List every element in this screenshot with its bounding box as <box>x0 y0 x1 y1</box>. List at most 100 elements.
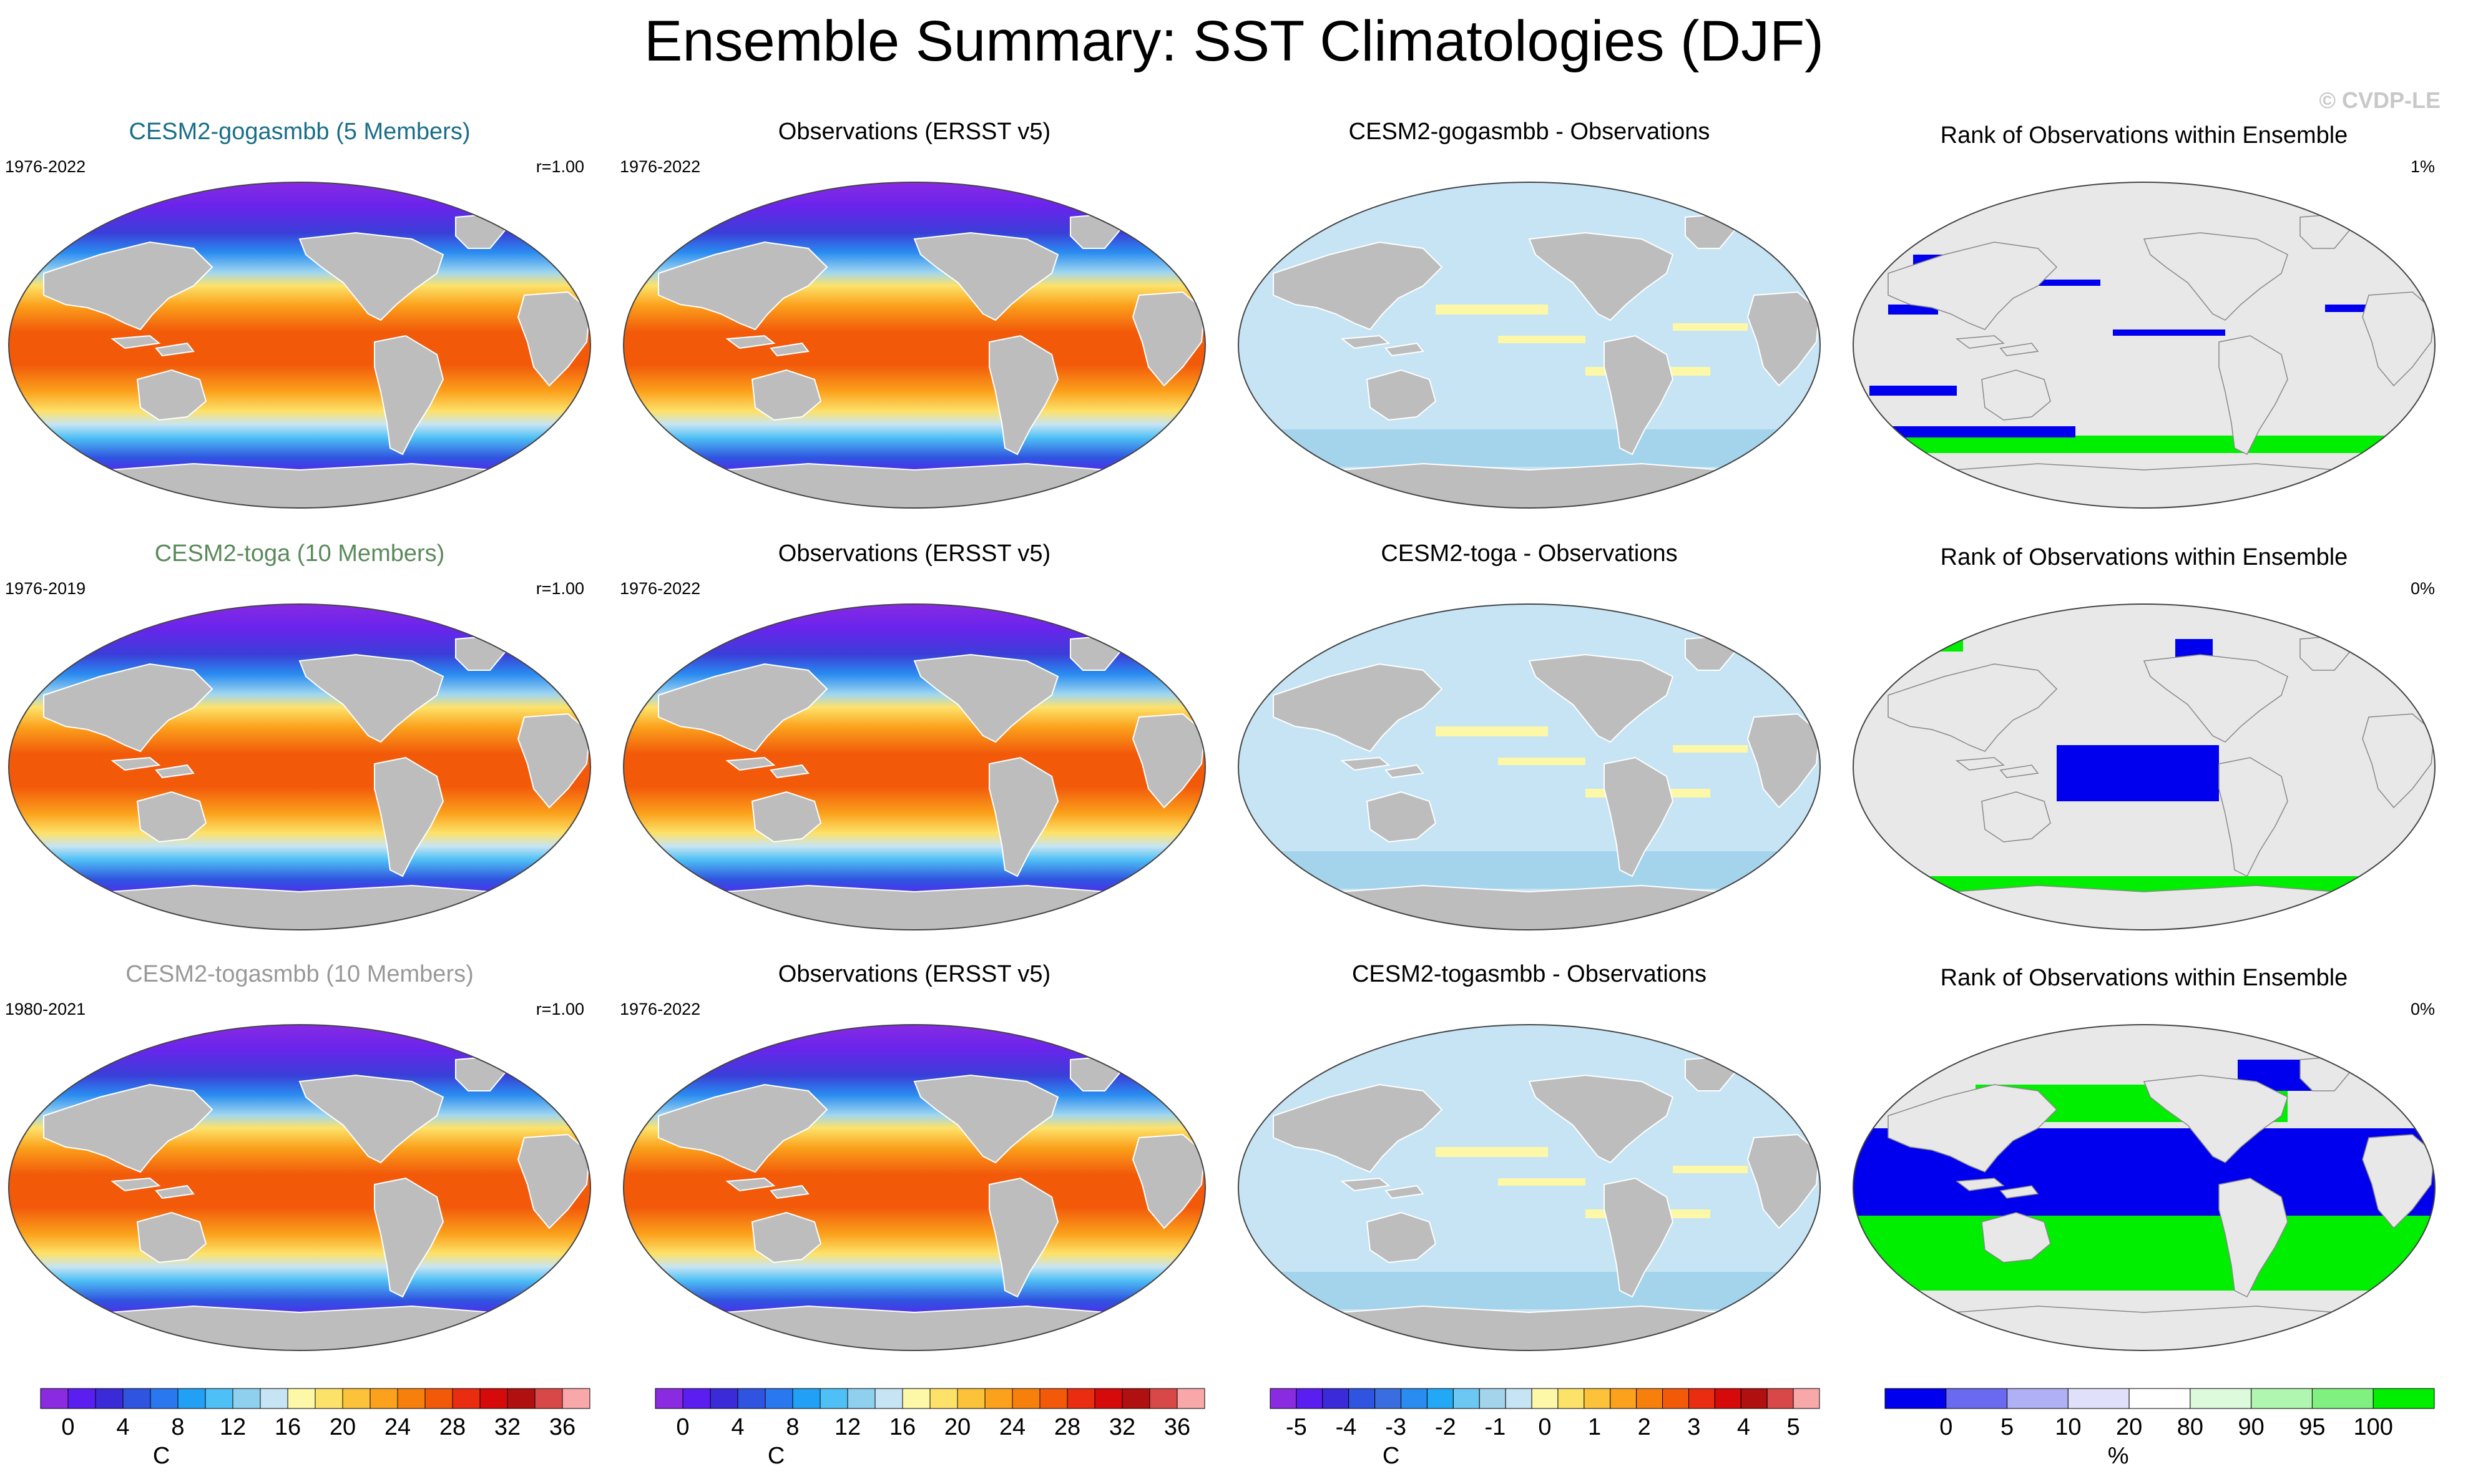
colorbar-swatch <box>1452 1388 1480 1409</box>
panel-rank-row2: Rank of Observations within Ensemble 0% <box>1844 515 2444 930</box>
sst-map <box>8 603 591 930</box>
colorbar-swatch <box>1122 1388 1150 1409</box>
colorbar-swatch <box>562 1388 590 1409</box>
panel-model-row3: CESM2-togasmbb (10 Members) 1980-2021 r=… <box>0 936 599 1351</box>
colorbar-swatch <box>260 1388 288 1409</box>
colorbar-swatch <box>2190 1388 2252 1409</box>
colorbar-tick-label: 36 <box>549 1414 575 1440</box>
panel-rank-row3: Rank of Observations within Ensemble 0% <box>1844 936 2444 1351</box>
panel-years: 1976-2022 <box>620 1000 701 1018</box>
colorbar-unit-label: % <box>2108 1443 2129 1469</box>
colorbar-tick-label: 28 <box>439 1414 466 1440</box>
colorbar-tick-label: 8 <box>171 1414 184 1440</box>
colorbar-tick-label: 16 <box>889 1414 916 1440</box>
colorbar-swatch <box>1610 1388 1637 1409</box>
colorbar-tick-label: 4 <box>731 1414 744 1440</box>
colorbar-swatch <box>452 1388 481 1409</box>
diff-map <box>1238 1024 1821 1351</box>
panel-pct: 0% <box>2410 579 2435 598</box>
colorbar-swatch <box>1401 1388 1427 1409</box>
colorbar-swatch <box>2311 1388 2374 1409</box>
colorbar-swatch <box>397 1388 426 1409</box>
colorbar-swatch <box>122 1388 151 1409</box>
colorbar-swatch <box>1012 1388 1041 1409</box>
colorbar-tick-label: -3 <box>1385 1414 1406 1440</box>
colorbar-swatch <box>1322 1388 1349 1409</box>
colorbar-swatch <box>1039 1388 1068 1409</box>
colorbar-swatch <box>984 1388 1013 1409</box>
colorbar-swatch <box>1531 1388 1559 1409</box>
copyright-label: © CVDP-LE <box>2319 87 2441 113</box>
sst-map <box>8 182 591 509</box>
colorbar-swatch <box>1177 1388 1205 1409</box>
panel-rank-row1: Rank of Observations within Ensemble 1% <box>1844 94 2444 509</box>
colorbar-sst-2: 0 4 8 12 16 20 24 28 32 36 C <box>655 1388 1205 1469</box>
panel-title: CESM2-toga - Observations <box>1381 540 1678 567</box>
colorbar-tick-label: 90 <box>2238 1414 2265 1440</box>
colorbar-tick-label: 20 <box>2116 1414 2142 1440</box>
colorbar-tick-label: 16 <box>275 1414 301 1440</box>
colorbar-unit-label: C <box>1383 1443 1399 1469</box>
colorbar-tick-label: 12 <box>220 1414 246 1440</box>
colorbar-swatch <box>2007 1388 2069 1409</box>
colorbar-swatch <box>507 1388 536 1409</box>
colorbar-swatch <box>1426 1388 1454 1409</box>
colorbar-tick-label: 12 <box>835 1414 861 1440</box>
colorbar-tick-label: 20 <box>944 1414 971 1440</box>
colorbar-tick-label: 8 <box>786 1414 799 1440</box>
panel-model-row2: CESM2-toga (10 Members) 1976-2019 r=1.00 <box>0 515 599 930</box>
colorbar-tick-label: 1 <box>1588 1414 1601 1440</box>
colorbar-tick-label: 0 <box>1939 1414 1952 1440</box>
colorbar-diff: -5 -4 -3 -2 -1 0 1 2 3 4 5 C <box>1270 1388 1820 1469</box>
colorbar-swatch <box>177 1388 206 1409</box>
colorbar-swatch <box>95 1388 124 1409</box>
colorbar-tick-label: 0 <box>61 1414 74 1440</box>
colorbar-tick-label: 95 <box>2299 1414 2325 1440</box>
colorbar-tick-label: 36 <box>1164 1414 1190 1440</box>
panel-obs-row3: Observations (ERSST v5) 1976-2022 <box>615 936 1214 1351</box>
colorbar-swatch <box>150 1388 179 1409</box>
colorbar-swatch <box>1946 1388 2008 1409</box>
colorbar-swatch <box>40 1388 69 1409</box>
panel-title: CESM2-togasmbb (10 Members) <box>125 961 474 987</box>
panel-title: CESM2-gogasmbb - Observations <box>1348 119 1710 145</box>
colorbar-swatch <box>1793 1388 1820 1409</box>
colorbar-unit-label: C <box>153 1443 170 1469</box>
panel-corr: r=1.00 <box>536 157 584 176</box>
colorbar-swatch <box>287 1388 316 1409</box>
diff-map <box>1238 603 1821 930</box>
panel-pct: 1% <box>2410 157 2435 176</box>
colorbar-swatch <box>1584 1388 1611 1409</box>
colorbar-swatch <box>2067 1388 2130 1409</box>
panel-obs-row2: Observations (ERSST v5) 1976-2022 <box>615 515 1214 930</box>
colorbar-tick-label: -4 <box>1336 1414 1357 1440</box>
colorbar-tick-label: 10 <box>2055 1414 2081 1440</box>
colorbar-swatch <box>765 1388 793 1409</box>
colorbar-tick-label: 28 <box>1054 1414 1080 1440</box>
colorbar-swatch <box>479 1388 508 1409</box>
colorbar-swatch <box>67 1388 96 1409</box>
colorbar-swatch <box>1557 1388 1585 1409</box>
colorbar-tick-label: 3 <box>1687 1414 1700 1440</box>
panel-title: Observations (ERSST v5) <box>778 540 1051 567</box>
panel-years: 1976-2022 <box>620 157 701 176</box>
colorbar-swatch <box>370 1388 398 1409</box>
panel-title: CESM2-toga (10 Members) <box>154 540 445 567</box>
colorbar-tick-label: 80 <box>2177 1414 2203 1440</box>
panel-pct: 0% <box>2410 1000 2435 1018</box>
panel-obs-row1: Observations (ERSST v5) 1976-2022 <box>615 94 1214 509</box>
colorbar-swatch <box>315 1388 343 1409</box>
colorbar-swatch <box>957 1388 986 1409</box>
colorbar-tick-label: -2 <box>1435 1414 1456 1440</box>
colorbar-swatch <box>737 1388 766 1409</box>
panel-diff-row1: CESM2-gogasmbb - Observations <box>1230 94 1829 509</box>
colorbar-sst-1: 0 4 8 12 16 20 24 28 32 36 C <box>40 1388 590 1469</box>
colorbar-swatch <box>1505 1388 1532 1409</box>
colorbar-tick-label: 24 <box>999 1414 1026 1440</box>
colorbar-swatch <box>1636 1388 1663 1409</box>
sst-map <box>623 182 1206 509</box>
colorbar-swatch <box>232 1388 261 1409</box>
colorbar-tick-label: 4 <box>1737 1414 1750 1440</box>
colorbar-swatch <box>1149 1388 1178 1409</box>
rank-map <box>1853 1024 2436 1351</box>
